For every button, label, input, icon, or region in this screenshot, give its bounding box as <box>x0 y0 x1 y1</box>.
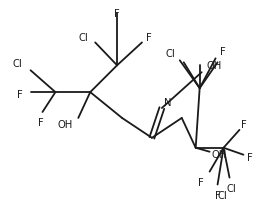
Text: Cl: Cl <box>13 59 23 69</box>
Text: Cl: Cl <box>227 184 236 194</box>
Text: F: F <box>215 191 220 201</box>
Text: OH: OH <box>207 61 222 71</box>
Text: F: F <box>220 47 225 57</box>
Text: F: F <box>198 177 204 187</box>
Text: F: F <box>114 9 120 19</box>
Text: F: F <box>17 90 23 100</box>
Text: Cl: Cl <box>79 33 88 43</box>
Text: F: F <box>241 120 247 130</box>
Text: OH: OH <box>212 150 227 160</box>
Text: F: F <box>39 118 44 128</box>
Text: OH: OH <box>57 120 72 130</box>
Text: F: F <box>247 153 253 163</box>
Text: Cl: Cl <box>165 49 175 59</box>
Text: F: F <box>146 33 152 43</box>
Text: Cl: Cl <box>218 191 227 201</box>
Text: N: N <box>164 98 171 108</box>
